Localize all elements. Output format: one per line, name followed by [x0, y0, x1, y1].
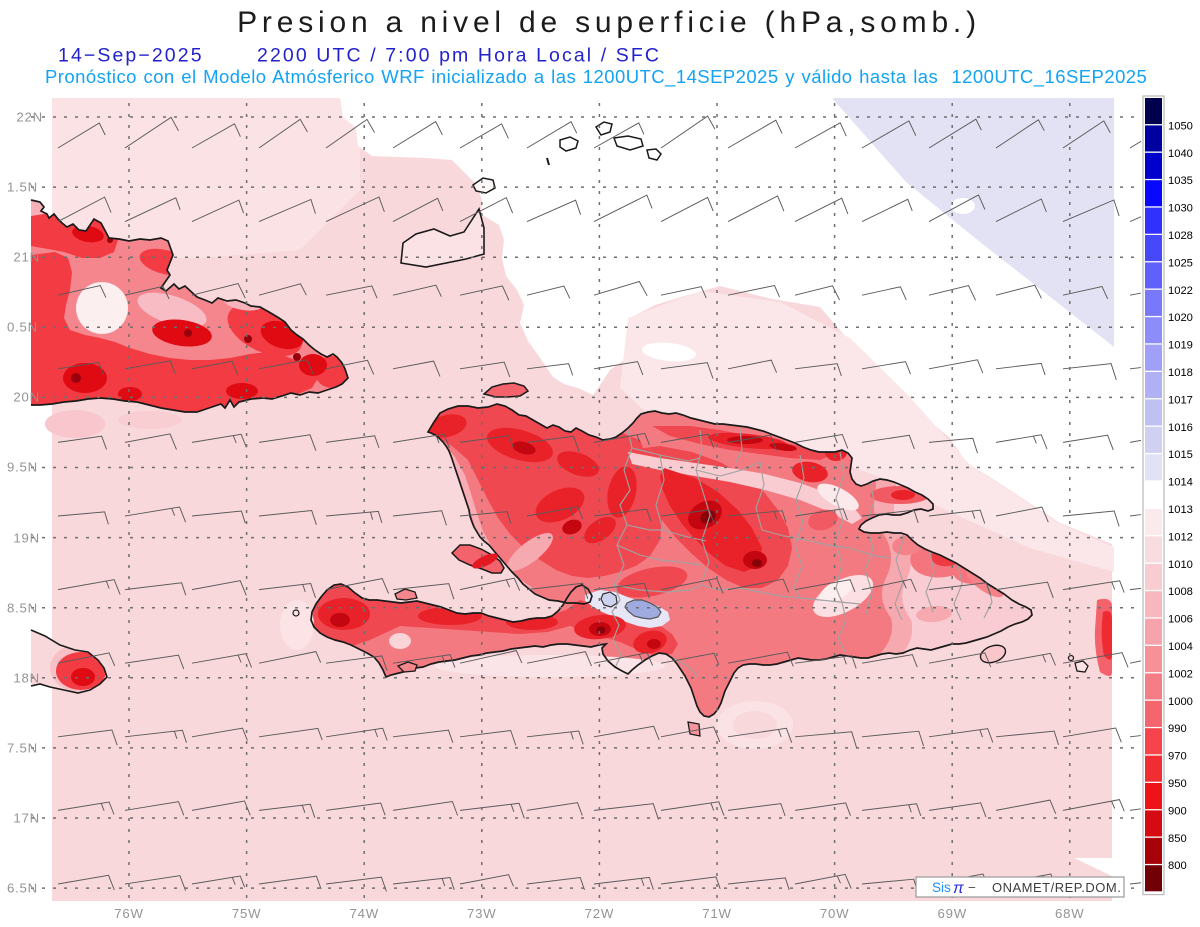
svg-text:800: 800 — [1168, 860, 1187, 872]
svg-text:20N: 20N — [13, 390, 40, 405]
svg-text:75W: 75W — [232, 906, 262, 921]
svg-text:900: 900 — [1168, 805, 1187, 817]
svg-text:74W: 74W — [349, 906, 379, 921]
svg-text:Sis: Sis — [932, 880, 951, 895]
svg-text:1035: 1035 — [1168, 175, 1193, 187]
svg-text:21N: 21N — [13, 250, 40, 265]
svg-text:70W: 70W — [820, 906, 850, 921]
svg-text:1030: 1030 — [1168, 203, 1193, 215]
svg-text:950: 950 — [1168, 778, 1187, 790]
svg-text:1016: 1016 — [1168, 422, 1193, 434]
svg-text:1002: 1002 — [1168, 668, 1193, 680]
svg-text:ONAMET/REP.DOM.: ONAMET/REP.DOM. — [992, 880, 1121, 895]
svg-text:Presion a nivel de superficie: Presion a nivel de superficie (hPa,somb.… — [237, 6, 981, 39]
svg-text:8.5N: 8.5N — [7, 601, 38, 616]
svg-text:1008: 1008 — [1168, 586, 1193, 598]
svg-text:−: − — [968, 880, 976, 895]
svg-text:6.5N: 6.5N — [7, 881, 38, 896]
svg-text:1040: 1040 — [1168, 148, 1193, 160]
svg-text:19N: 19N — [13, 531, 40, 546]
svg-text:π: π — [953, 880, 964, 897]
svg-text:1015: 1015 — [1168, 449, 1193, 461]
svg-text:1012: 1012 — [1168, 531, 1193, 543]
svg-text:2200 UTC / 7:00 pm Hora Local: 2200 UTC / 7:00 pm Hora Local / SFC — [257, 45, 661, 67]
svg-text:9.5N: 9.5N — [7, 460, 38, 475]
svg-text:1006: 1006 — [1168, 614, 1193, 626]
svg-text:1028: 1028 — [1168, 230, 1193, 242]
svg-text:76W: 76W — [114, 906, 144, 921]
svg-text:68W: 68W — [1055, 906, 1085, 921]
svg-text:850: 850 — [1168, 833, 1187, 845]
svg-text:Pronóstico con el Modelo Atmós: Pronóstico con el Modelo Atmósferico WRF… — [45, 66, 1147, 88]
svg-text:17N: 17N — [13, 811, 40, 826]
svg-text:7.5N: 7.5N — [7, 741, 38, 756]
svg-text:1022: 1022 — [1168, 285, 1193, 297]
svg-text:18N: 18N — [13, 671, 40, 686]
svg-text:14−Sep−2025: 14−Sep−2025 — [58, 45, 204, 67]
svg-text:1014: 1014 — [1168, 477, 1193, 489]
svg-text:1050: 1050 — [1168, 120, 1193, 132]
svg-text:970: 970 — [1168, 751, 1187, 763]
svg-text:22N: 22N — [16, 110, 43, 125]
svg-text:71W: 71W — [702, 906, 732, 921]
svg-text:69W: 69W — [937, 906, 967, 921]
svg-text:1004: 1004 — [1168, 641, 1193, 653]
svg-text:72W: 72W — [585, 906, 615, 921]
svg-text:990: 990 — [1168, 723, 1187, 735]
svg-text:1019: 1019 — [1168, 340, 1193, 352]
svg-text:1.5N: 1.5N — [7, 180, 38, 195]
svg-text:1025: 1025 — [1168, 257, 1193, 269]
svg-text:73W: 73W — [467, 906, 497, 921]
svg-text:1010: 1010 — [1168, 559, 1193, 571]
svg-text:1017: 1017 — [1168, 394, 1193, 406]
svg-text:1000: 1000 — [1168, 696, 1193, 708]
svg-text:1020: 1020 — [1168, 312, 1193, 324]
svg-text:1018: 1018 — [1168, 367, 1193, 379]
svg-text:0.5N: 0.5N — [7, 320, 38, 335]
svg-text:1013: 1013 — [1168, 504, 1193, 516]
